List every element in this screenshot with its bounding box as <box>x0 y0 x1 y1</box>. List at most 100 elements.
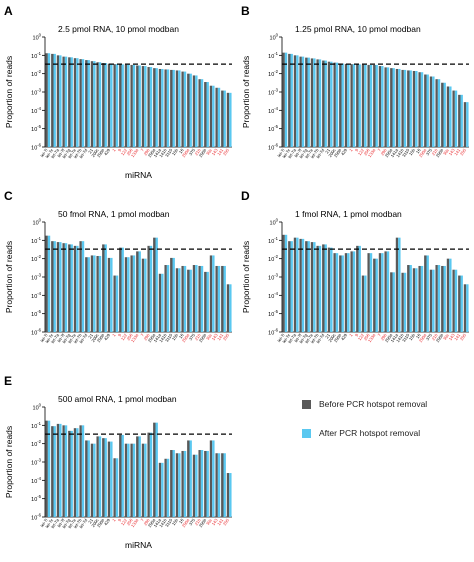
x-tick-label: 16 <box>178 517 185 524</box>
chart-title: 50 fmol RNA, 1 pmol modban <box>58 209 170 219</box>
bar-after <box>138 65 141 147</box>
x-tick-label: 206 <box>126 332 134 341</box>
bar-after <box>432 269 435 332</box>
bar-before <box>288 241 291 332</box>
bar-after <box>47 53 51 148</box>
chart-title: 1.25 pmol RNA, 10 pmol modban <box>295 24 421 34</box>
bar-after <box>127 443 130 517</box>
x-tick-label: 3110 <box>164 147 174 158</box>
x-tick-label: 21 <box>87 517 94 524</box>
bar-before <box>407 265 410 332</box>
x-tick-label: let-7f <box>293 332 303 343</box>
bar-after <box>212 440 215 517</box>
x-tick-label: 3110 <box>401 147 411 158</box>
bar-before <box>124 257 128 332</box>
bar-after <box>64 243 68 332</box>
y-tick-label: 10-3 <box>31 273 42 282</box>
panel-letter: D <box>241 189 250 203</box>
x-tick-label: 205b <box>435 147 445 158</box>
x-tick-label: let-7c <box>44 333 54 344</box>
panel-e: E 500 amol RNA, 1 pmol modban Proportion o… <box>4 374 232 550</box>
bar-after <box>324 60 327 147</box>
x-tick-label: 205 <box>222 147 230 156</box>
y-tick-label: 10-5 <box>268 309 279 318</box>
x-tick-label: 133a <box>130 147 140 158</box>
y-tick-label: 10-4 <box>31 291 42 300</box>
bar-after <box>127 64 130 147</box>
bar-before <box>412 268 416 332</box>
bar-after <box>313 58 316 147</box>
bar-before <box>107 257 111 332</box>
bar-after <box>110 63 113 147</box>
x-tick-label: 133a <box>367 147 377 158</box>
bar-after <box>172 69 175 147</box>
bar-after <box>104 438 107 517</box>
bar-before <box>147 67 150 147</box>
bar-after <box>104 244 107 332</box>
bar-after <box>212 85 215 147</box>
bar-before <box>441 82 444 147</box>
bar-before <box>441 265 444 332</box>
x-tick-label: 9 <box>354 332 360 337</box>
bar-after <box>161 462 164 517</box>
bar-before <box>305 57 308 147</box>
x-tick-label: 205a <box>147 517 157 528</box>
bar-before <box>192 75 196 147</box>
bar-after <box>132 255 136 332</box>
bar-after <box>229 92 232 147</box>
bar-before <box>68 57 71 147</box>
bar-before <box>62 425 65 517</box>
bar-before <box>130 255 133 332</box>
x-tick-label: 200b <box>96 517 106 528</box>
x-tick-label: let-7b <box>310 332 320 344</box>
panel-c: C 50 fmol RNA, 1 pmol modban Proportion of… <box>4 189 232 344</box>
y-tick-label: 10-3 <box>31 88 42 97</box>
bar-before <box>79 425 82 517</box>
y-tick-label: 100 <box>270 218 279 227</box>
bar-after <box>98 255 102 332</box>
bar-before <box>187 440 190 517</box>
bar-before <box>130 64 133 147</box>
bar-after <box>335 62 339 147</box>
bar-after <box>335 253 339 332</box>
bar-before <box>390 272 393 332</box>
bar-after <box>149 67 153 147</box>
x-tick-label: 141a <box>153 517 163 528</box>
bar-before <box>45 420 48 517</box>
x-axis-label: miRNA <box>125 170 152 180</box>
bar-after <box>81 241 85 332</box>
bar-before <box>350 251 353 332</box>
bar-after <box>200 79 204 147</box>
y-tick-label: 10-3 <box>268 88 279 97</box>
bar-before <box>51 241 54 332</box>
bar-after <box>200 450 204 517</box>
x-tick-label: let-7i <box>276 333 285 343</box>
bar-before <box>327 61 331 148</box>
x-tick-label: 429 <box>340 332 348 341</box>
x-tick-label: 205a <box>147 147 157 158</box>
bar-after <box>53 241 56 332</box>
bar-after <box>64 56 68 147</box>
bar-after <box>127 257 130 332</box>
bar-before <box>73 58 77 147</box>
y-tick-label: 100 <box>270 33 279 42</box>
x-tick-label: let-7a <box>287 147 297 159</box>
legend-swatch-after <box>302 428 311 438</box>
x-tick-label: 21b <box>431 332 439 341</box>
x-tick-label: let-7g <box>298 147 308 159</box>
bar-before <box>170 257 173 332</box>
bar-before <box>119 247 122 332</box>
bar-before <box>322 60 325 147</box>
y-axis-label: Proportion of reads <box>241 241 251 313</box>
y-tick-label: 10-2 <box>268 254 279 263</box>
x-tick-label: 206 <box>363 147 371 156</box>
x-tick-label: 143 <box>211 147 219 156</box>
bar-before <box>45 235 48 332</box>
bar-before <box>463 102 467 147</box>
y-tick-label: 100 <box>33 403 42 412</box>
bar-before <box>401 272 404 332</box>
bar-before <box>198 265 201 332</box>
bar-after <box>369 253 373 332</box>
bar-before <box>141 258 145 332</box>
x-tick-label: 200a <box>418 332 428 343</box>
